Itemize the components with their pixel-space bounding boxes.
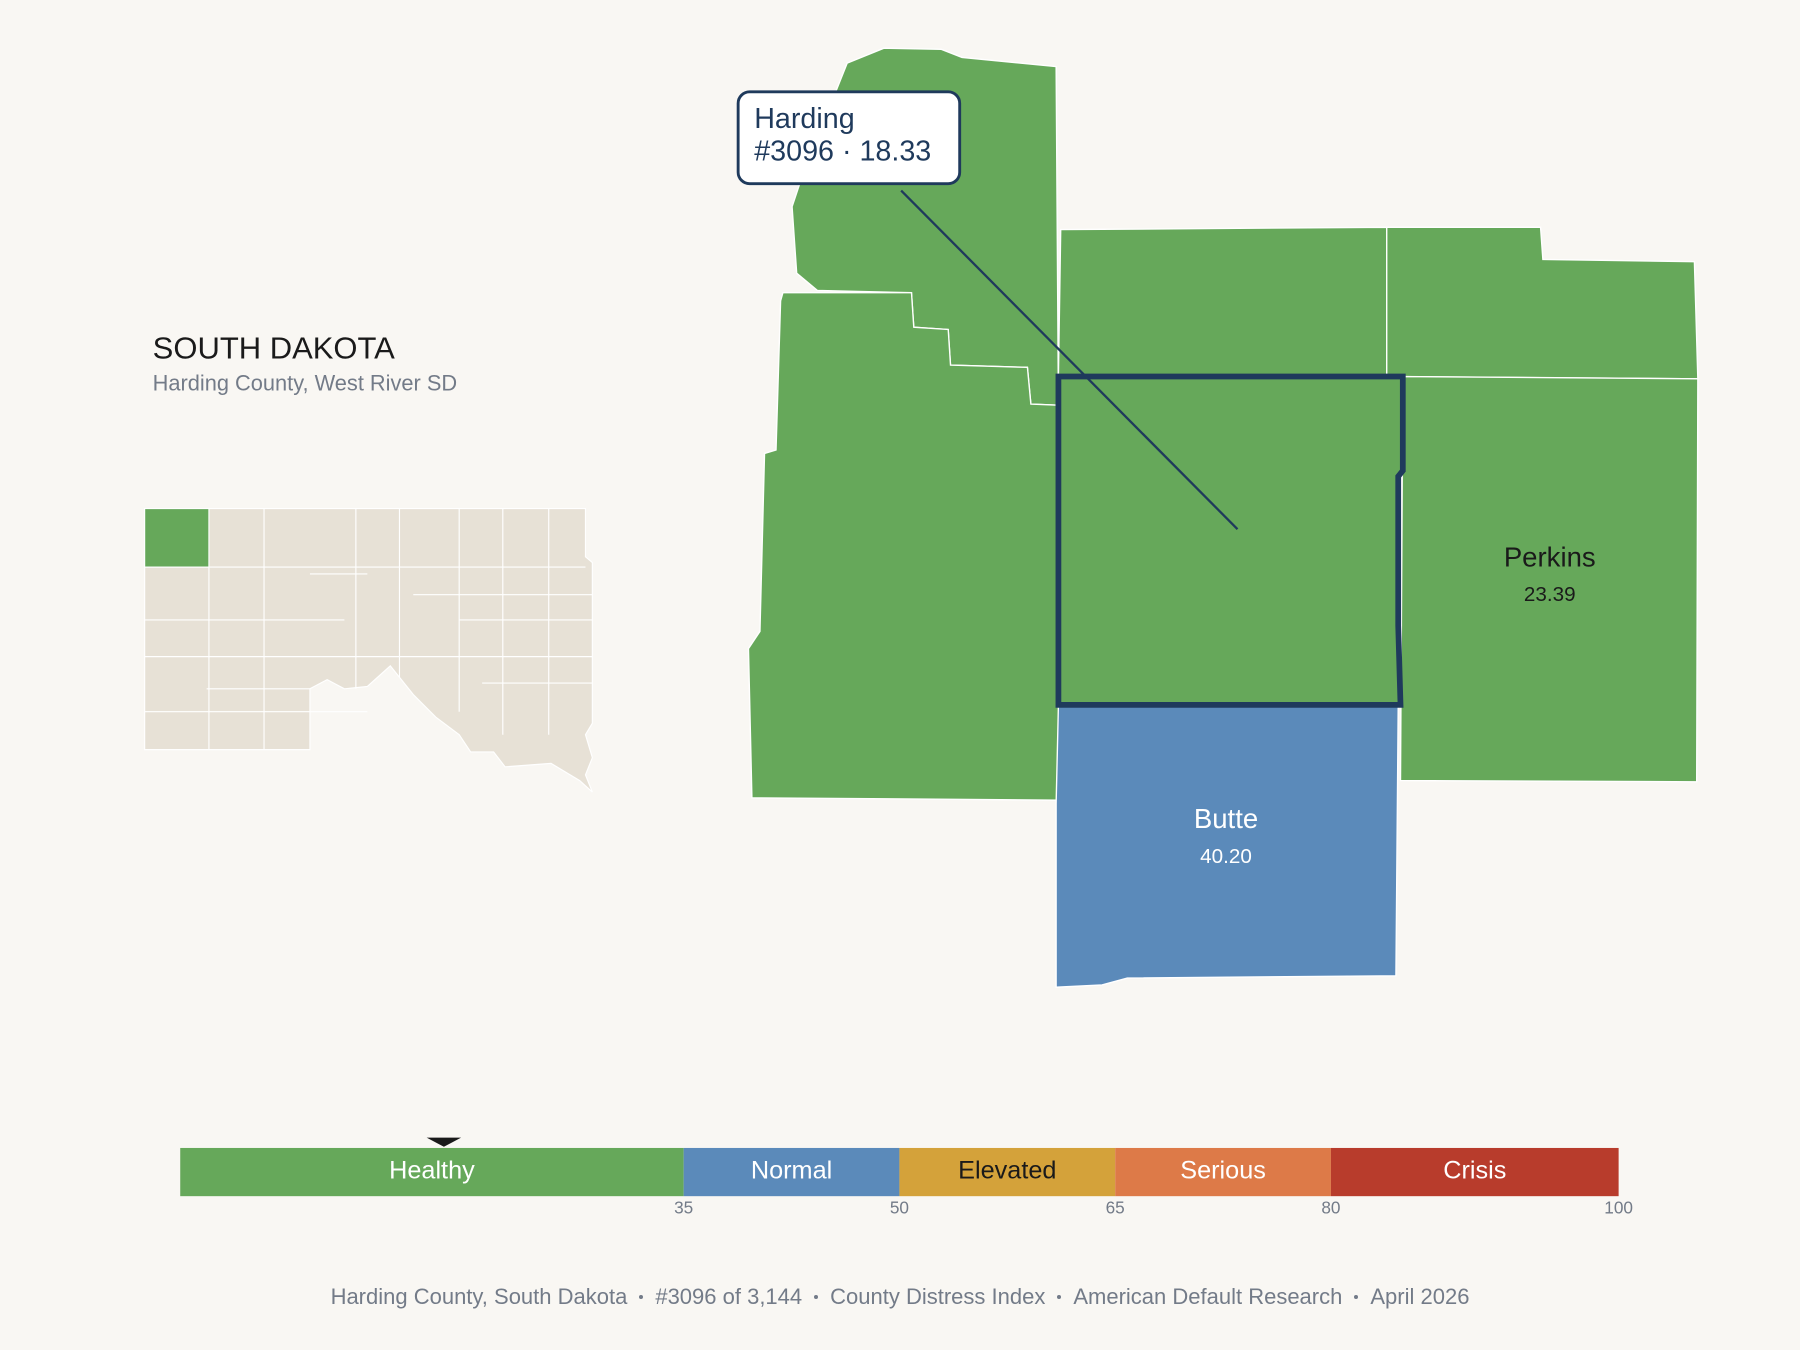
county-name: Butte — [1194, 803, 1258, 834]
county-shape — [1386, 226, 1699, 380]
footer-item: Harding County, South Dakota — [330, 1284, 628, 1309]
county-shape — [747, 292, 1062, 801]
footer: Harding County, South Dakota #3096 of 3,1… — [0, 1284, 1800, 1310]
scale-tick-label: 50 — [890, 1197, 909, 1217]
scale-tick-label: 100 — [1604, 1197, 1633, 1217]
locator-map — [144, 507, 593, 793]
tooltip-box — [736, 90, 962, 186]
scale-segment — [1115, 1147, 1331, 1197]
footer-item: #3096 of 3,144 — [655, 1284, 803, 1309]
scale-segment — [180, 1147, 684, 1197]
scale-tick-label: 35 — [674, 1197, 693, 1217]
scale-segment — [683, 1147, 900, 1197]
butte-shape — [1055, 704, 1399, 988]
county-name: Perkins — [1504, 541, 1596, 572]
separator — [639, 1295, 644, 1299]
distress-scale: Healthy 35 Normal 50 Elevated 65 Serious 80 Cris… — [180, 1137, 1633, 1217]
score-marker — [426, 1137, 462, 1147]
state-shape — [144, 507, 593, 793]
county-value: 23.39 — [1524, 583, 1576, 606]
state-subtitle: Harding County, West River SD — [153, 370, 457, 395]
separator — [1354, 1295, 1359, 1299]
counties — [747, 47, 1699, 988]
county-borders — [144, 508, 593, 750]
scale-tick-label: 80 — [1321, 1197, 1340, 1217]
separator — [814, 1295, 819, 1299]
locator-highlight — [144, 507, 210, 568]
footer-item: April 2026 — [1370, 1284, 1470, 1309]
state-title: SOUTH DAKOTA — [153, 330, 395, 365]
scale-label: Elevated — [958, 1157, 1056, 1185]
separator — [1057, 1295, 1062, 1299]
scale-label: Serious — [1180, 1157, 1266, 1185]
footer-item: County Distress Index — [830, 1284, 1046, 1309]
tooltip-name: Harding — [754, 103, 854, 135]
scale-label: Normal — [751, 1157, 832, 1185]
county-shape — [1057, 226, 1388, 378]
leader-line — [900, 189, 1239, 531]
footer-item: American Default Research — [1073, 1284, 1343, 1309]
county-value: 40.20 — [1200, 845, 1252, 868]
scale-label: Healthy — [389, 1157, 475, 1185]
scale-segment — [1330, 1147, 1619, 1197]
scale-segment — [899, 1147, 1116, 1197]
tooltip-value: #3096 · 18.33 — [754, 135, 931, 167]
perkins-shape — [1399, 375, 1699, 783]
scale-label: Crisis — [1443, 1157, 1506, 1185]
harding-shape[interactable] — [1055, 373, 1406, 708]
scale-tick-label: 65 — [1106, 1197, 1125, 1217]
